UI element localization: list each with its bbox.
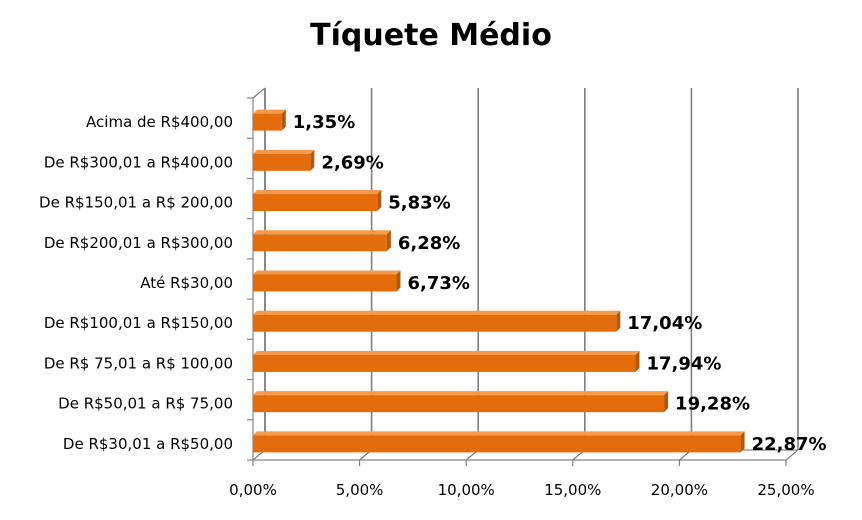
bar-side-face xyxy=(740,431,745,453)
bar xyxy=(253,435,741,453)
x-tick-label: 15,00% xyxy=(544,481,601,499)
data-label: 6,73% xyxy=(407,273,469,294)
bar-top-face xyxy=(253,149,315,154)
x-tick-label: 25,00% xyxy=(757,481,814,499)
category-label: De R$300,01 a R$400,00 xyxy=(44,153,233,171)
bar-side-face xyxy=(377,190,382,212)
bar-side-face xyxy=(386,230,391,252)
data-label: 6,28% xyxy=(398,233,460,254)
x-tick-label: 20,00% xyxy=(651,481,708,499)
bar xyxy=(253,113,282,131)
bar-top-face xyxy=(253,310,621,315)
bar-side-face xyxy=(616,310,621,332)
bar xyxy=(253,395,665,413)
bar xyxy=(253,153,311,171)
data-label: 22,87% xyxy=(752,434,827,455)
chart-title: Tíquete Médio xyxy=(310,18,552,53)
bar xyxy=(253,354,636,372)
x-tick-label: 5,00% xyxy=(336,481,384,499)
category-label: Até R$30,00 xyxy=(140,274,233,292)
bar xyxy=(253,314,617,332)
bar xyxy=(253,194,378,212)
category-label: De R$150,01 a R$ 200,00 xyxy=(39,194,233,212)
bar-side-face xyxy=(664,391,669,413)
bar-top-face xyxy=(253,109,286,114)
x-tick-label: 10,00% xyxy=(438,481,495,499)
category-label: De R$ 75,01 a R$ 100,00 xyxy=(44,354,233,372)
category-label: Acima de R$400,00 xyxy=(86,113,233,131)
bar-top-face xyxy=(253,270,401,275)
bar-side-face xyxy=(635,350,640,372)
data-label: 5,83% xyxy=(388,193,450,214)
bar-side-face xyxy=(281,109,286,131)
bar-top-face xyxy=(253,391,669,396)
category-label: De R$50,01 a R$ 75,00 xyxy=(58,395,233,413)
category-label: De R$100,01 a R$150,00 xyxy=(44,314,233,332)
bar xyxy=(253,274,397,292)
category-label: De R$30,01 a R$50,00 xyxy=(63,435,233,453)
side-wall-top xyxy=(252,87,266,99)
data-label: 19,28% xyxy=(675,394,750,415)
bar-side-face xyxy=(396,270,401,292)
bar-top-face xyxy=(253,431,745,436)
category-label: De R$200,01 a R$300,00 xyxy=(44,234,233,252)
bar-side-face xyxy=(310,149,315,171)
data-label: 17,04% xyxy=(627,313,702,334)
bar xyxy=(253,234,387,252)
data-label: 1,35% xyxy=(293,112,355,133)
x-tick-label: 0,00% xyxy=(229,481,277,499)
data-label: 2,69% xyxy=(321,152,383,173)
floor-gridline xyxy=(785,449,799,461)
bar-top-face xyxy=(253,350,640,355)
bar-top-face xyxy=(253,190,382,195)
bar-top-face xyxy=(253,230,391,235)
data-label: 17,94% xyxy=(646,353,721,374)
